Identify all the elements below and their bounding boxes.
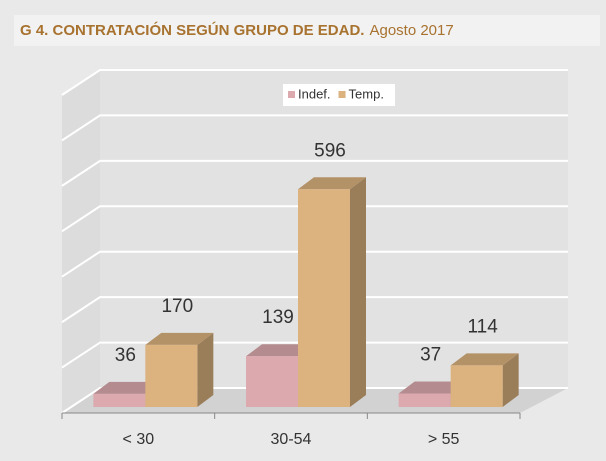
bar-top [145,332,214,345]
data-label: 37 [420,344,441,365]
bar-top [450,353,519,366]
bar [246,356,298,407]
bar [450,365,503,407]
grid-line [61,296,568,323]
x-tick-label: < 30 [123,431,155,448]
chart-title: G 4. CONTRATACIÓN SEGÚN GRUPO DE EDAD. [20,21,364,39]
title-band [14,15,600,46]
grid-line [61,159,568,187]
bar-top [298,177,366,190]
bar [298,189,350,407]
data-label: 139 [262,307,294,328]
bar-side [502,353,519,407]
bar-side [350,177,366,407]
grid-line [61,205,568,233]
x-tick-label: > 55 [428,431,460,448]
bar [93,393,146,407]
bar-side [197,332,214,407]
data-label: 170 [161,296,193,317]
bar-group [145,332,214,407]
legend-swatch [288,91,295,98]
side-wall [62,70,100,413]
bar-top [93,381,162,394]
bar [398,393,451,407]
grid-line [61,69,568,96]
chart-subtitle: Agosto 2017 [369,22,453,39]
bar-group [450,353,519,407]
legend-label: Temp. [349,86,384,101]
x-tick-label: 30-54 [271,431,312,448]
legend-swatch [338,91,346,98]
data-label: 596 [314,140,346,161]
grid-line [61,114,568,142]
data-label: 36 [115,345,136,366]
legend-label: Indef. [298,86,331,101]
bar [145,344,198,407]
bar-top [398,381,467,394]
bar-group [298,177,366,407]
data-label: 114 [468,316,499,337]
grid-line [61,250,568,278]
bar-top [246,344,314,357]
grid-line [61,341,568,369]
